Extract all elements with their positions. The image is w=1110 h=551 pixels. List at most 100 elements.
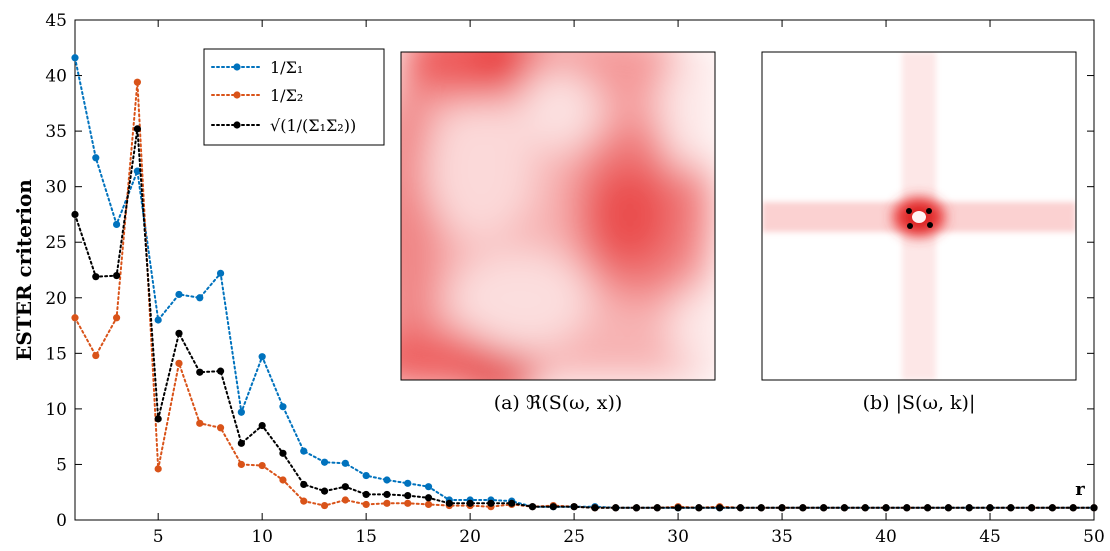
- data-point: [549, 503, 557, 511]
- data-point: [508, 499, 516, 507]
- y-tick-label: 10: [45, 400, 67, 420]
- inset-b-caption: (b) |S(ω, k)|: [863, 392, 976, 414]
- data-point: [258, 353, 266, 361]
- data-point: [424, 494, 433, 502]
- y-tick-label: 45: [45, 11, 67, 31]
- data-point: [424, 483, 433, 491]
- x-tick-label: 15: [355, 527, 377, 547]
- x-tick-label: 50: [1083, 527, 1105, 547]
- legend-label: 1/Σ₂: [270, 86, 303, 105]
- data-point: [133, 78, 141, 86]
- data-point: [903, 504, 911, 512]
- inset-a-caption: (a) ℜ(S(ω, x)): [494, 392, 623, 414]
- data-point: [258, 421, 266, 430]
- x-axis-label: r: [1075, 479, 1085, 500]
- data-point: [404, 499, 412, 507]
- data-point: [216, 367, 225, 375]
- series-layer: [71, 54, 1098, 512]
- data-point: [404, 479, 412, 487]
- legend-marker: [233, 91, 241, 99]
- axis-ticks: 5 10 15 20 25 30 35 40 45 50 0 5 10 15 20 25 30 35 40 45: [45, 11, 1104, 547]
- data-point: [840, 504, 849, 512]
- y-tick-label: 40: [45, 67, 67, 87]
- x-tick-label: 30: [667, 527, 689, 547]
- inset-b: (b) |S(ω, k)|: [761, 51, 1077, 414]
- data-point: [716, 504, 724, 512]
- data-point: [383, 499, 391, 507]
- data-point: [112, 271, 121, 280]
- data-point: [133, 125, 141, 133]
- data-point: [279, 476, 287, 484]
- data-point: [175, 290, 183, 299]
- peak-marker: [906, 208, 912, 214]
- data-point: [279, 403, 287, 411]
- data-point: [300, 480, 308, 489]
- y-tick-label: 30: [45, 178, 67, 198]
- data-point: [237, 439, 245, 447]
- data-point: [778, 504, 786, 512]
- data-point: [570, 503, 578, 511]
- data-point: [341, 483, 349, 491]
- data-point: [175, 329, 183, 337]
- data-point: [799, 504, 807, 512]
- x-tick-label: 25: [563, 527, 585, 547]
- y-tick-label: 5: [56, 455, 67, 475]
- data-point: [1069, 504, 1077, 512]
- data-point: [1007, 504, 1015, 512]
- data-point: [591, 504, 599, 512]
- data-point: [986, 504, 994, 512]
- peak-marker: [926, 208, 932, 214]
- data-point: [674, 504, 682, 512]
- y-tick-label: 0: [56, 511, 67, 531]
- data-point: [133, 167, 141, 175]
- data-point: [279, 449, 287, 457]
- data-point: [528, 503, 537, 511]
- data-point: [320, 501, 329, 510]
- data-point: [404, 491, 412, 500]
- data-point: [882, 504, 890, 512]
- data-point: [612, 504, 620, 512]
- data-point: [92, 273, 100, 281]
- data-point: [362, 471, 370, 480]
- data-point: [216, 269, 225, 277]
- x-tick-label: 40: [875, 527, 897, 547]
- data-point: [965, 504, 973, 512]
- legend-marker: [233, 121, 241, 129]
- data-point: [300, 497, 308, 505]
- data-point: [237, 408, 245, 416]
- data-point: [757, 504, 765, 512]
- peak-marker: [907, 223, 913, 229]
- data-point: [196, 419, 204, 427]
- data-point: [383, 476, 391, 484]
- data-point: [466, 499, 474, 507]
- x-tick-label: 45: [979, 527, 1001, 547]
- data-point: [924, 504, 932, 512]
- data-point: [487, 499, 495, 507]
- plot-area-frame: [74, 19, 1095, 521]
- x-tick-label: 5: [153, 527, 164, 547]
- legend-label: 1/Σ₁: [270, 58, 303, 77]
- data-point: [341, 496, 349, 504]
- legend-box: [203, 48, 385, 146]
- y-tick-label: 15: [45, 344, 67, 364]
- data-point: [300, 447, 308, 455]
- data-point: [944, 504, 953, 512]
- data-point: [112, 314, 121, 322]
- data-point: [1028, 504, 1036, 512]
- x-tick-label: 10: [251, 527, 273, 547]
- data-point: [175, 359, 183, 367]
- x-tick-label: 20: [459, 527, 481, 547]
- data-point: [861, 504, 869, 512]
- data-point: [695, 504, 703, 512]
- data-point: [196, 294, 204, 302]
- data-point: [362, 490, 370, 499]
- data-point: [1048, 504, 1057, 512]
- data-point: [341, 459, 349, 467]
- data-point: [92, 154, 100, 162]
- inset-a: (a) ℜ(S(ω, x)): [400, 51, 716, 414]
- peak-marker: [927, 222, 933, 228]
- data-point: [424, 500, 433, 509]
- y-axis-label: ESTER criterion: [12, 179, 36, 361]
- data-point: [736, 504, 745, 512]
